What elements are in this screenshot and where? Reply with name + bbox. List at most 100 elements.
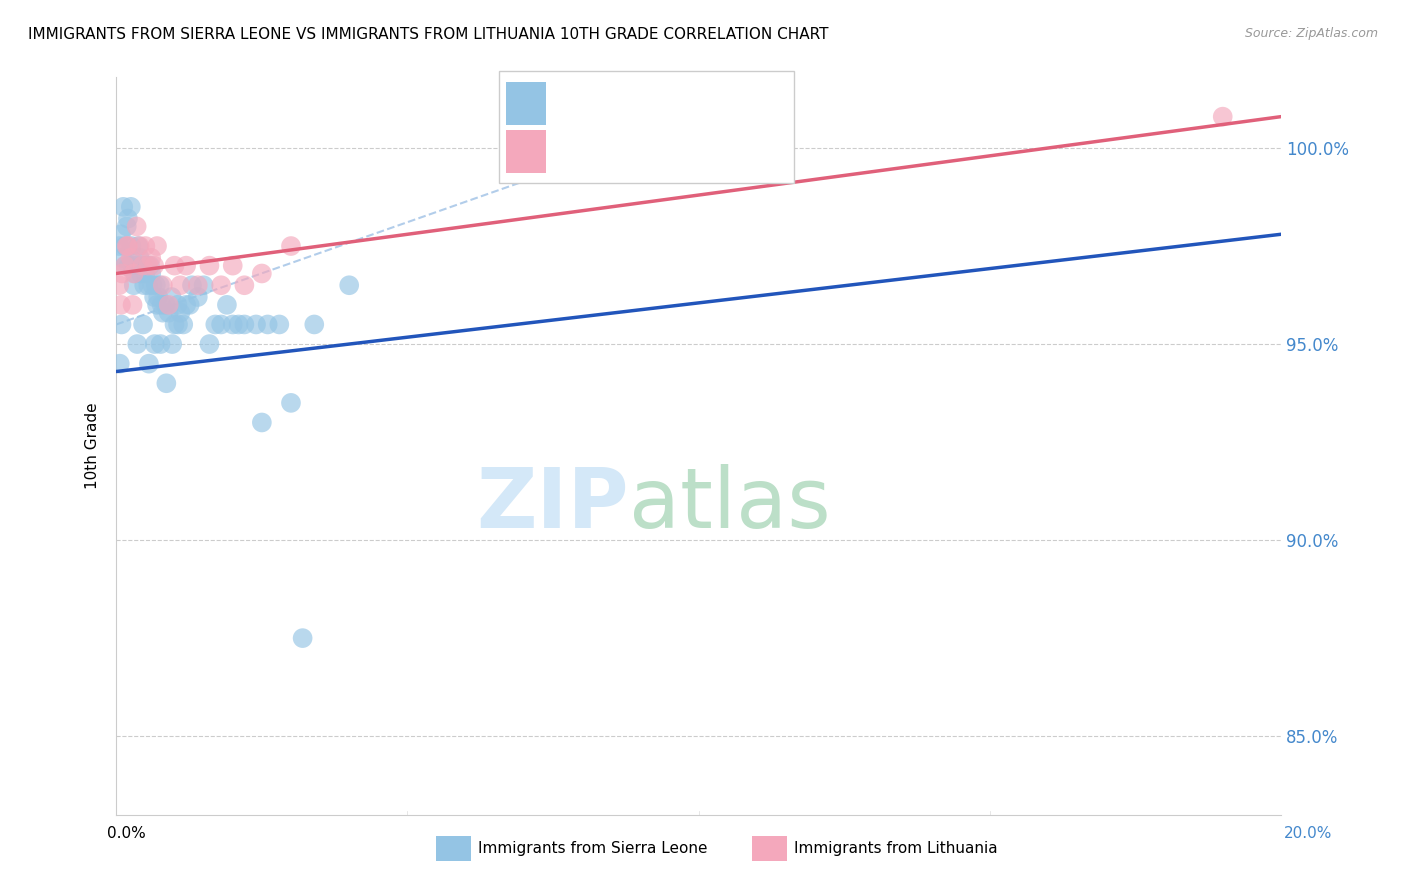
Point <box>250 267 273 281</box>
Point <box>122 278 145 293</box>
Point <box>169 278 191 293</box>
Y-axis label: 10th Grade: 10th Grade <box>86 402 100 490</box>
Point <box>152 306 174 320</box>
Point <box>136 259 159 273</box>
Point <box>124 267 146 281</box>
Point <box>179 298 201 312</box>
Point <box>157 298 180 312</box>
Point <box>135 259 157 273</box>
Point <box>146 298 169 312</box>
Point <box>280 396 302 410</box>
Point <box>128 251 150 265</box>
Point <box>134 239 156 253</box>
Point <box>198 337 221 351</box>
Point <box>127 239 149 253</box>
Point <box>112 200 135 214</box>
Point <box>187 290 209 304</box>
Point <box>250 416 273 430</box>
Point <box>114 259 136 273</box>
Point <box>163 259 186 273</box>
Point <box>304 318 326 332</box>
Point <box>143 337 166 351</box>
Point <box>132 318 155 332</box>
Point <box>193 278 215 293</box>
Point <box>134 278 156 293</box>
Point <box>174 298 197 312</box>
Point <box>150 298 173 312</box>
Point <box>120 239 142 253</box>
Point <box>233 278 256 293</box>
Point <box>187 278 209 293</box>
Text: IMMIGRANTS FROM SIERRA LEONE VS IMMIGRANTS FROM LITHUANIA 10TH GRADE CORRELATION: IMMIGRANTS FROM SIERRA LEONE VS IMMIGRAN… <box>28 27 828 42</box>
Point <box>121 259 143 273</box>
Text: 20.0%: 20.0% <box>1284 827 1331 841</box>
Point <box>228 318 250 332</box>
Point <box>146 239 169 253</box>
Point <box>233 318 256 332</box>
Point <box>222 259 245 273</box>
Point <box>143 259 166 273</box>
Point <box>222 318 245 332</box>
Point <box>134 267 156 281</box>
Text: atlas: atlas <box>628 465 831 546</box>
Point <box>157 306 180 320</box>
Point <box>143 290 166 304</box>
Point <box>174 259 197 273</box>
Text: Source: ZipAtlas.com: Source: ZipAtlas.com <box>1244 27 1378 40</box>
Point <box>148 290 170 304</box>
Point <box>167 318 190 332</box>
Text: R = 0.254   N = 70: R = 0.254 N = 70 <box>555 92 725 110</box>
Point <box>209 318 232 332</box>
Text: Immigrants from Sierra Leone: Immigrants from Sierra Leone <box>478 841 707 855</box>
Point <box>172 318 194 332</box>
Point <box>127 337 149 351</box>
Point <box>163 318 186 332</box>
Point <box>120 200 142 214</box>
Point <box>145 278 167 293</box>
Point <box>141 278 163 293</box>
Text: R = 0.323   N = 30: R = 0.323 N = 30 <box>555 141 725 159</box>
Point <box>108 357 131 371</box>
Point <box>280 239 302 253</box>
Point <box>204 318 226 332</box>
Point <box>111 267 134 281</box>
Point <box>155 376 177 391</box>
Point <box>139 259 162 273</box>
Text: Immigrants from Lithuania: Immigrants from Lithuania <box>794 841 998 855</box>
Point <box>110 318 132 332</box>
Point <box>152 278 174 293</box>
Text: ZIP: ZIP <box>477 465 628 546</box>
Point <box>136 278 159 293</box>
Point <box>160 290 183 304</box>
Point <box>108 239 131 253</box>
Point <box>155 298 177 312</box>
Point <box>169 306 191 320</box>
Point <box>117 211 139 226</box>
Point <box>117 239 139 253</box>
Point <box>125 219 148 234</box>
Point <box>111 251 134 265</box>
Point <box>256 318 278 332</box>
Point <box>141 251 163 265</box>
Point <box>1212 110 1234 124</box>
Point <box>122 267 145 281</box>
Point <box>181 278 204 293</box>
Point <box>129 267 152 281</box>
Point <box>115 239 138 253</box>
Point <box>115 219 138 234</box>
Point <box>245 318 267 332</box>
Point <box>291 631 314 645</box>
Point <box>110 227 132 242</box>
Point <box>121 298 143 312</box>
Point <box>269 318 291 332</box>
Point <box>128 239 150 253</box>
Point <box>209 278 232 293</box>
Point <box>215 298 238 312</box>
Point <box>141 267 163 281</box>
Point <box>149 278 172 293</box>
Point <box>131 259 153 273</box>
Point <box>125 259 148 273</box>
Point <box>160 337 183 351</box>
Point <box>120 251 142 265</box>
Point <box>198 259 221 273</box>
